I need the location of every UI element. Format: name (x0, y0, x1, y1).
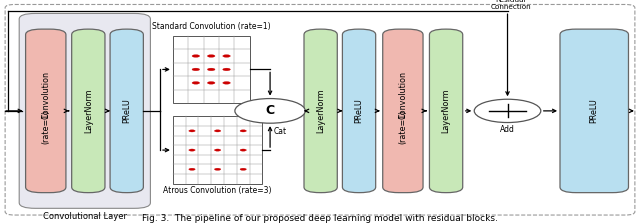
Text: Add: Add (500, 125, 515, 134)
Text: Fig. 3.  The pipeline of our proposed deep learning model with residual blocks.: Fig. 3. The pipeline of our proposed dee… (142, 214, 498, 223)
Circle shape (240, 130, 246, 132)
FancyBboxPatch shape (26, 29, 66, 193)
Circle shape (214, 168, 221, 170)
Text: LayerNorm: LayerNorm (442, 88, 451, 133)
Text: Convolution: Convolution (41, 71, 51, 119)
Circle shape (214, 130, 221, 132)
Text: C: C (266, 104, 275, 117)
Text: Standard Convolution (rate=1): Standard Convolution (rate=1) (152, 22, 271, 31)
FancyBboxPatch shape (110, 29, 143, 193)
FancyBboxPatch shape (383, 29, 423, 193)
Text: (rate=1): (rate=1) (41, 109, 51, 144)
Bar (173, 36, 250, 103)
Text: LayerNorm: LayerNorm (84, 88, 93, 133)
Text: Cat: Cat (274, 127, 287, 136)
Circle shape (223, 55, 230, 57)
Circle shape (192, 68, 200, 71)
FancyBboxPatch shape (560, 29, 628, 193)
FancyBboxPatch shape (342, 29, 376, 193)
Circle shape (189, 130, 195, 132)
Circle shape (214, 149, 221, 151)
Circle shape (207, 55, 215, 57)
Circle shape (189, 149, 195, 151)
Circle shape (223, 68, 230, 71)
Text: LayerNorm: LayerNorm (316, 88, 325, 133)
Text: (rate=1): (rate=1) (398, 109, 408, 144)
Circle shape (207, 82, 215, 84)
Text: PReLU: PReLU (355, 98, 364, 123)
Circle shape (192, 55, 200, 57)
FancyBboxPatch shape (72, 29, 105, 193)
Text: PReLU: PReLU (122, 98, 131, 123)
Text: Atrous Convolution (rate=3): Atrous Convolution (rate=3) (163, 186, 272, 195)
FancyBboxPatch shape (429, 29, 463, 193)
Text: Residual
Connection: Residual Connection (490, 0, 531, 10)
Text: Convolution: Convolution (398, 71, 408, 119)
Circle shape (240, 149, 246, 151)
Text: PReLU: PReLU (589, 98, 599, 123)
Text: Convolutional Layer: Convolutional Layer (43, 212, 127, 221)
Circle shape (474, 99, 541, 123)
Circle shape (235, 99, 305, 123)
Circle shape (192, 82, 200, 84)
Circle shape (240, 168, 246, 170)
FancyBboxPatch shape (304, 29, 337, 193)
Circle shape (207, 68, 215, 71)
Circle shape (189, 168, 195, 170)
Bar (173, 116, 262, 184)
Circle shape (223, 82, 230, 84)
FancyBboxPatch shape (19, 13, 150, 208)
